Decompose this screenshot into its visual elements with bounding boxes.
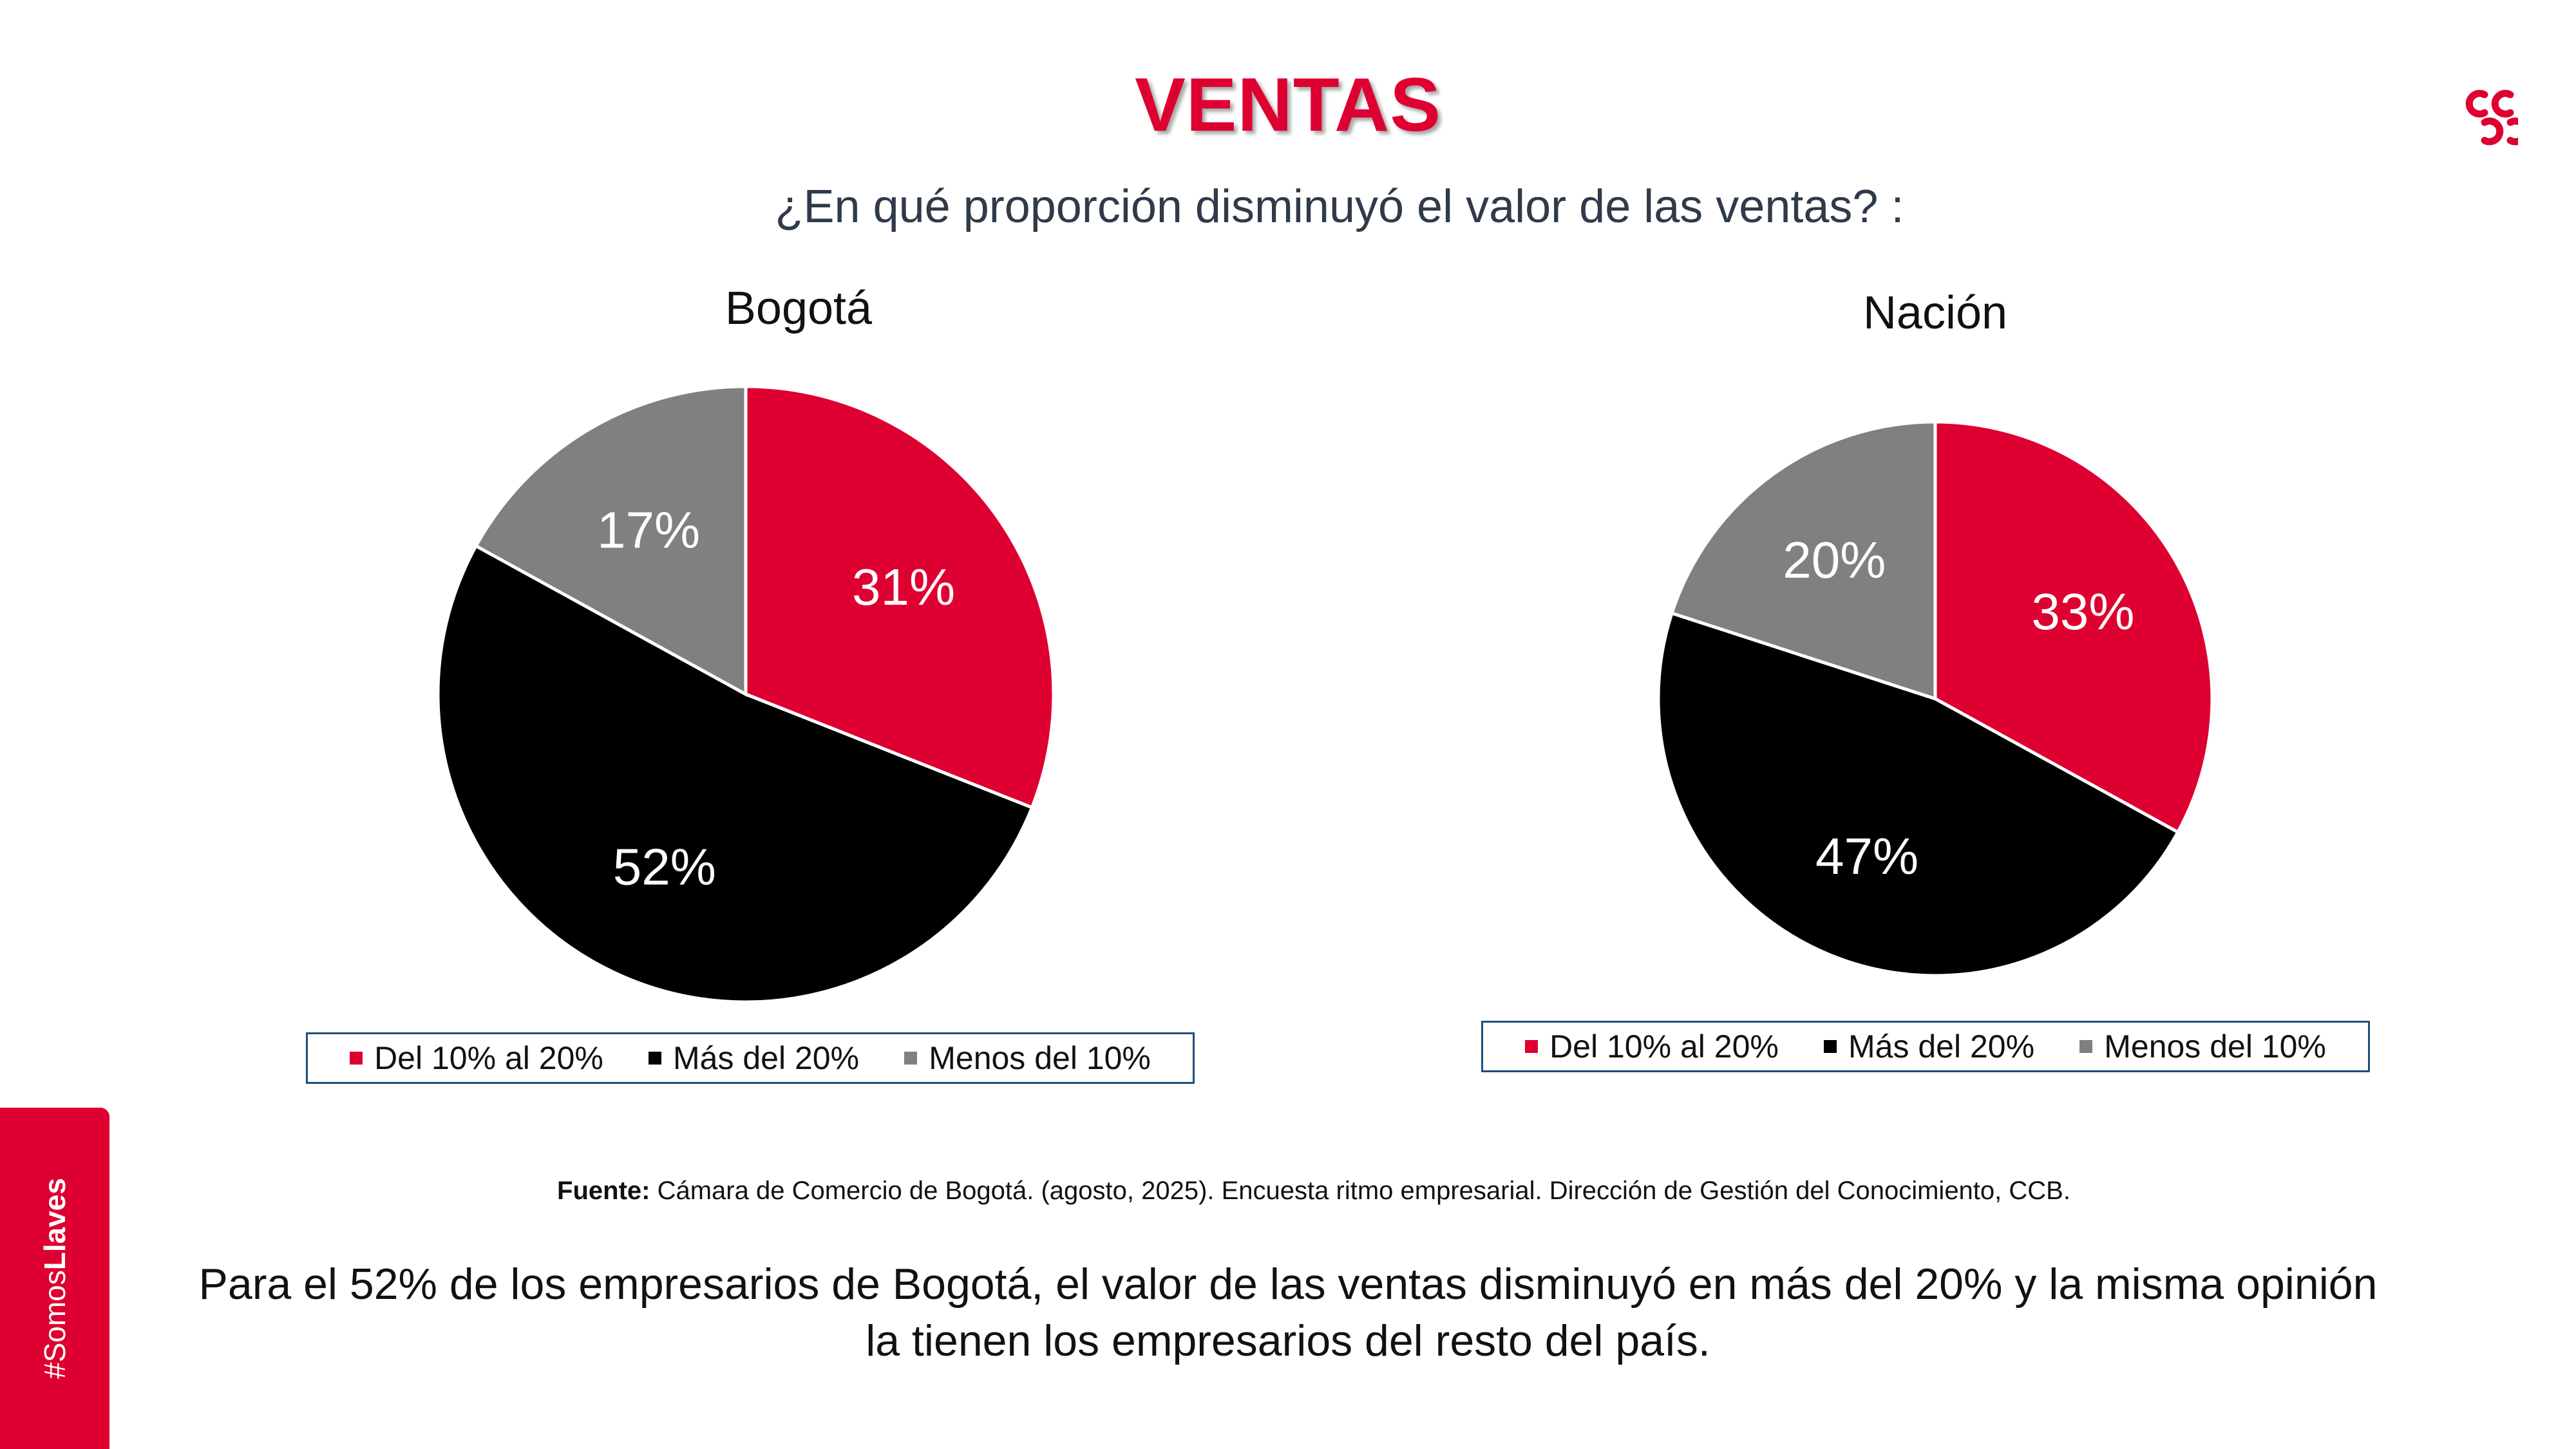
source-text: Cámara de Comercio de Bogotá. (agosto, 2… [650, 1177, 2070, 1205]
legend-swatch [1525, 1040, 1539, 1053]
source-label: Fuente: [557, 1177, 650, 1205]
legend-item: Más del 20% [649, 1039, 859, 1077]
pie-slice [1933, 420, 2214, 835]
hashtag-label: #SomosLlaves [37, 1178, 72, 1379]
legend-label: Más del 20% [1848, 1028, 2035, 1065]
side-tab [0, 1108, 109, 1449]
pie-data-label: 52% [613, 838, 716, 896]
page-subtitle: ¿En qué proporción disminuyó el valor de… [775, 181, 1904, 232]
legend-item: Del 10% al 20% [350, 1039, 603, 1077]
pie-bogota: 31% 52% 17% [436, 384, 1056, 1004]
pie-data-label: 31% [852, 558, 955, 616]
pie-slice [744, 384, 1056, 810]
legend-item: Más del 20% [1824, 1028, 2034, 1065]
legend-nacion: Del 10% al 20% Más del 20% Menos del 10% [1481, 1021, 2370, 1072]
pie-slice [473, 384, 748, 697]
legend-swatch [1824, 1040, 1837, 1053]
pie-nacion: 33% 47% 20% [1656, 420, 2214, 978]
ccb-logo-icon [2465, 90, 2518, 146]
conclusion-text: Para el 52% de los empresarios de Bogotá… [198, 1260, 2378, 1365]
page-title: VENTAS [1135, 62, 1441, 147]
legend-item: Menos del 10% [904, 1039, 1151, 1077]
pie-data-label: 33% [2031, 583, 2134, 640]
pie-slice [1656, 611, 2181, 978]
pie-slice [1669, 420, 1937, 701]
source-note: Fuente: Cámara de Comercio de Bogotá. (a… [0, 1177, 2576, 1206]
legend-label: Del 10% al 20% [1549, 1028, 1779, 1065]
pie-data-label: 20% [1783, 531, 1886, 589]
chart-title-nacion: Nación [1862, 287, 2008, 339]
legend-item: Menos del 10% [2079, 1028, 2326, 1065]
legend-swatch [649, 1052, 662, 1065]
hashtag-bold: Llaves [38, 1178, 71, 1271]
legend-swatch [904, 1052, 918, 1065]
pie-data-label: 17% [597, 501, 700, 558]
pie-data-label: 47% [1815, 828, 1918, 885]
pie-slice [436, 544, 1034, 1004]
legend-label: Más del 20% [673, 1040, 860, 1076]
legend-item: Del 10% al 20% [1525, 1028, 1779, 1065]
legend-label: Menos del 10% [2104, 1028, 2326, 1065]
legend-label: Menos del 10% [929, 1040, 1151, 1076]
chart-title-bogota: Bogotá [724, 283, 873, 334]
hashtag-prefix: #Somos [38, 1270, 71, 1379]
legend-bogota: Del 10% al 20% Más del 20% Menos del 10% [306, 1032, 1195, 1084]
legend-label: Del 10% al 20% [374, 1040, 603, 1076]
legend-swatch [2079, 1040, 2093, 1053]
legend-swatch [350, 1052, 363, 1065]
